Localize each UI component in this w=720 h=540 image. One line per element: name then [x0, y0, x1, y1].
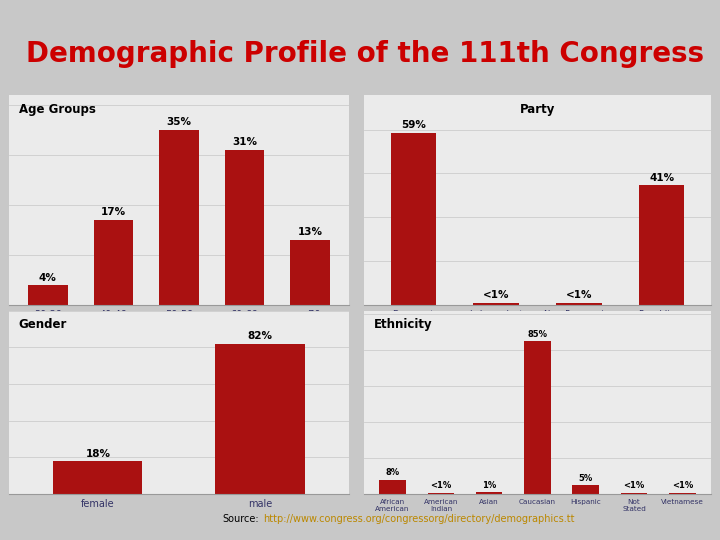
Text: 18%: 18%: [86, 449, 110, 459]
Text: 59%: 59%: [401, 120, 426, 130]
Text: 1%: 1%: [482, 481, 496, 490]
Bar: [476, 492, 503, 494]
Bar: [639, 185, 685, 305]
Text: 17%: 17%: [101, 207, 126, 217]
Text: Source:: Source:: [222, 515, 259, 524]
Bar: [225, 150, 264, 305]
Bar: [94, 220, 133, 305]
Text: Gender: Gender: [19, 318, 67, 331]
Text: 4%: 4%: [39, 273, 57, 282]
Bar: [379, 480, 406, 494]
Text: 85%: 85%: [528, 330, 547, 339]
Bar: [390, 132, 436, 305]
Bar: [572, 485, 599, 494]
Bar: [53, 461, 143, 494]
Text: <1%: <1%: [624, 482, 644, 490]
Text: 82%: 82%: [248, 332, 272, 341]
Text: 5%: 5%: [579, 474, 593, 483]
Bar: [669, 492, 696, 494]
Bar: [290, 240, 330, 305]
Text: Age Groups: Age Groups: [19, 103, 96, 116]
Text: <1%: <1%: [431, 482, 451, 490]
Text: <1%: <1%: [672, 482, 693, 490]
Bar: [428, 492, 454, 494]
Text: 35%: 35%: [166, 117, 192, 127]
Text: 13%: 13%: [297, 227, 323, 238]
Bar: [473, 303, 519, 305]
Bar: [621, 492, 647, 494]
Text: <1%: <1%: [483, 290, 509, 300]
Bar: [159, 130, 199, 305]
Text: Demographic Profile of the 111th Congress: Demographic Profile of the 111th Congres…: [26, 40, 704, 68]
Text: Party: Party: [520, 103, 555, 116]
Bar: [556, 303, 602, 305]
Text: 8%: 8%: [385, 469, 400, 477]
Bar: [524, 341, 551, 494]
Bar: [215, 343, 305, 494]
Text: 41%: 41%: [649, 173, 674, 183]
Bar: [28, 285, 68, 305]
Text: 31%: 31%: [232, 137, 257, 147]
Text: <1%: <1%: [566, 290, 592, 300]
Text: http://www.congress.org/congressorg/directory/demographics.tt: http://www.congress.org/congressorg/dire…: [263, 515, 575, 524]
Text: Ethnicity: Ethnicity: [374, 318, 433, 331]
